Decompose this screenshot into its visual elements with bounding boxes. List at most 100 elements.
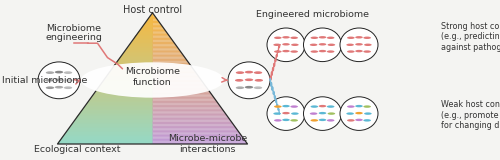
Circle shape — [290, 105, 298, 108]
Polygon shape — [100, 85, 152, 86]
Polygon shape — [136, 35, 152, 36]
Polygon shape — [152, 115, 228, 116]
Circle shape — [46, 71, 54, 74]
Polygon shape — [152, 130, 238, 131]
Polygon shape — [152, 85, 206, 86]
Circle shape — [347, 50, 354, 53]
Circle shape — [236, 86, 244, 89]
Polygon shape — [152, 98, 215, 99]
Polygon shape — [144, 23, 152, 25]
Polygon shape — [152, 14, 154, 15]
Polygon shape — [152, 44, 176, 46]
Polygon shape — [106, 76, 152, 77]
Polygon shape — [145, 22, 152, 23]
Polygon shape — [152, 122, 232, 123]
Polygon shape — [152, 81, 203, 82]
Polygon shape — [85, 105, 152, 106]
Polygon shape — [152, 57, 186, 59]
Circle shape — [310, 112, 318, 115]
Polygon shape — [152, 93, 212, 94]
Polygon shape — [152, 126, 235, 127]
Polygon shape — [122, 53, 152, 55]
Polygon shape — [63, 135, 152, 136]
Polygon shape — [152, 106, 221, 107]
Polygon shape — [100, 84, 152, 85]
Polygon shape — [98, 88, 152, 89]
Polygon shape — [152, 140, 246, 141]
Polygon shape — [150, 14, 152, 15]
Ellipse shape — [267, 97, 305, 130]
Polygon shape — [152, 61, 188, 63]
Polygon shape — [134, 36, 152, 38]
Polygon shape — [105, 77, 152, 78]
Circle shape — [254, 79, 263, 82]
Circle shape — [291, 44, 298, 46]
Polygon shape — [152, 133, 241, 135]
Polygon shape — [118, 60, 152, 61]
Polygon shape — [152, 65, 192, 67]
Polygon shape — [152, 17, 156, 18]
Polygon shape — [152, 128, 237, 130]
Polygon shape — [125, 50, 152, 51]
Polygon shape — [152, 119, 230, 120]
Polygon shape — [152, 101, 217, 102]
Polygon shape — [152, 19, 158, 21]
Polygon shape — [152, 50, 180, 51]
Text: Microbiome
function: Microbiome function — [125, 67, 180, 87]
Polygon shape — [143, 25, 152, 26]
Circle shape — [254, 86, 262, 89]
Polygon shape — [152, 36, 170, 38]
Circle shape — [355, 105, 363, 107]
Polygon shape — [148, 18, 152, 19]
Polygon shape — [70, 126, 152, 127]
Ellipse shape — [304, 28, 342, 62]
Polygon shape — [109, 72, 152, 73]
Polygon shape — [80, 112, 152, 114]
Polygon shape — [138, 32, 152, 34]
Polygon shape — [102, 81, 152, 82]
Text: Host control: Host control — [123, 5, 182, 15]
Polygon shape — [121, 55, 152, 56]
Circle shape — [346, 112, 354, 115]
Polygon shape — [152, 111, 224, 112]
Polygon shape — [71, 124, 152, 126]
Polygon shape — [114, 65, 152, 67]
Circle shape — [282, 119, 290, 121]
Polygon shape — [116, 61, 152, 63]
Polygon shape — [110, 71, 152, 72]
Circle shape — [274, 50, 281, 53]
Circle shape — [355, 112, 363, 114]
Circle shape — [290, 37, 298, 39]
Polygon shape — [68, 128, 152, 130]
Polygon shape — [152, 99, 216, 101]
Polygon shape — [90, 98, 152, 99]
Circle shape — [346, 44, 354, 46]
Polygon shape — [152, 53, 183, 55]
Polygon shape — [83, 107, 152, 109]
Polygon shape — [88, 101, 152, 102]
Polygon shape — [152, 141, 246, 143]
Polygon shape — [152, 67, 192, 68]
Polygon shape — [152, 78, 201, 80]
Polygon shape — [138, 31, 152, 32]
Circle shape — [254, 71, 262, 74]
Polygon shape — [152, 28, 165, 30]
Polygon shape — [152, 94, 212, 96]
Text: Weak host control
(e.g., promote flexibility
for changing diets): Weak host control (e.g., promote flexibi… — [441, 100, 500, 130]
Polygon shape — [152, 34, 168, 35]
Circle shape — [327, 105, 334, 108]
Polygon shape — [152, 46, 177, 47]
Circle shape — [347, 119, 354, 122]
Circle shape — [64, 71, 72, 74]
Polygon shape — [152, 43, 176, 44]
Polygon shape — [152, 131, 239, 132]
Text: Ecological context: Ecological context — [34, 145, 121, 154]
Polygon shape — [127, 47, 152, 48]
Circle shape — [327, 50, 334, 53]
Polygon shape — [82, 109, 152, 110]
Circle shape — [235, 79, 244, 82]
Polygon shape — [76, 116, 152, 118]
Circle shape — [282, 105, 290, 107]
Polygon shape — [152, 23, 161, 25]
Polygon shape — [152, 103, 219, 105]
